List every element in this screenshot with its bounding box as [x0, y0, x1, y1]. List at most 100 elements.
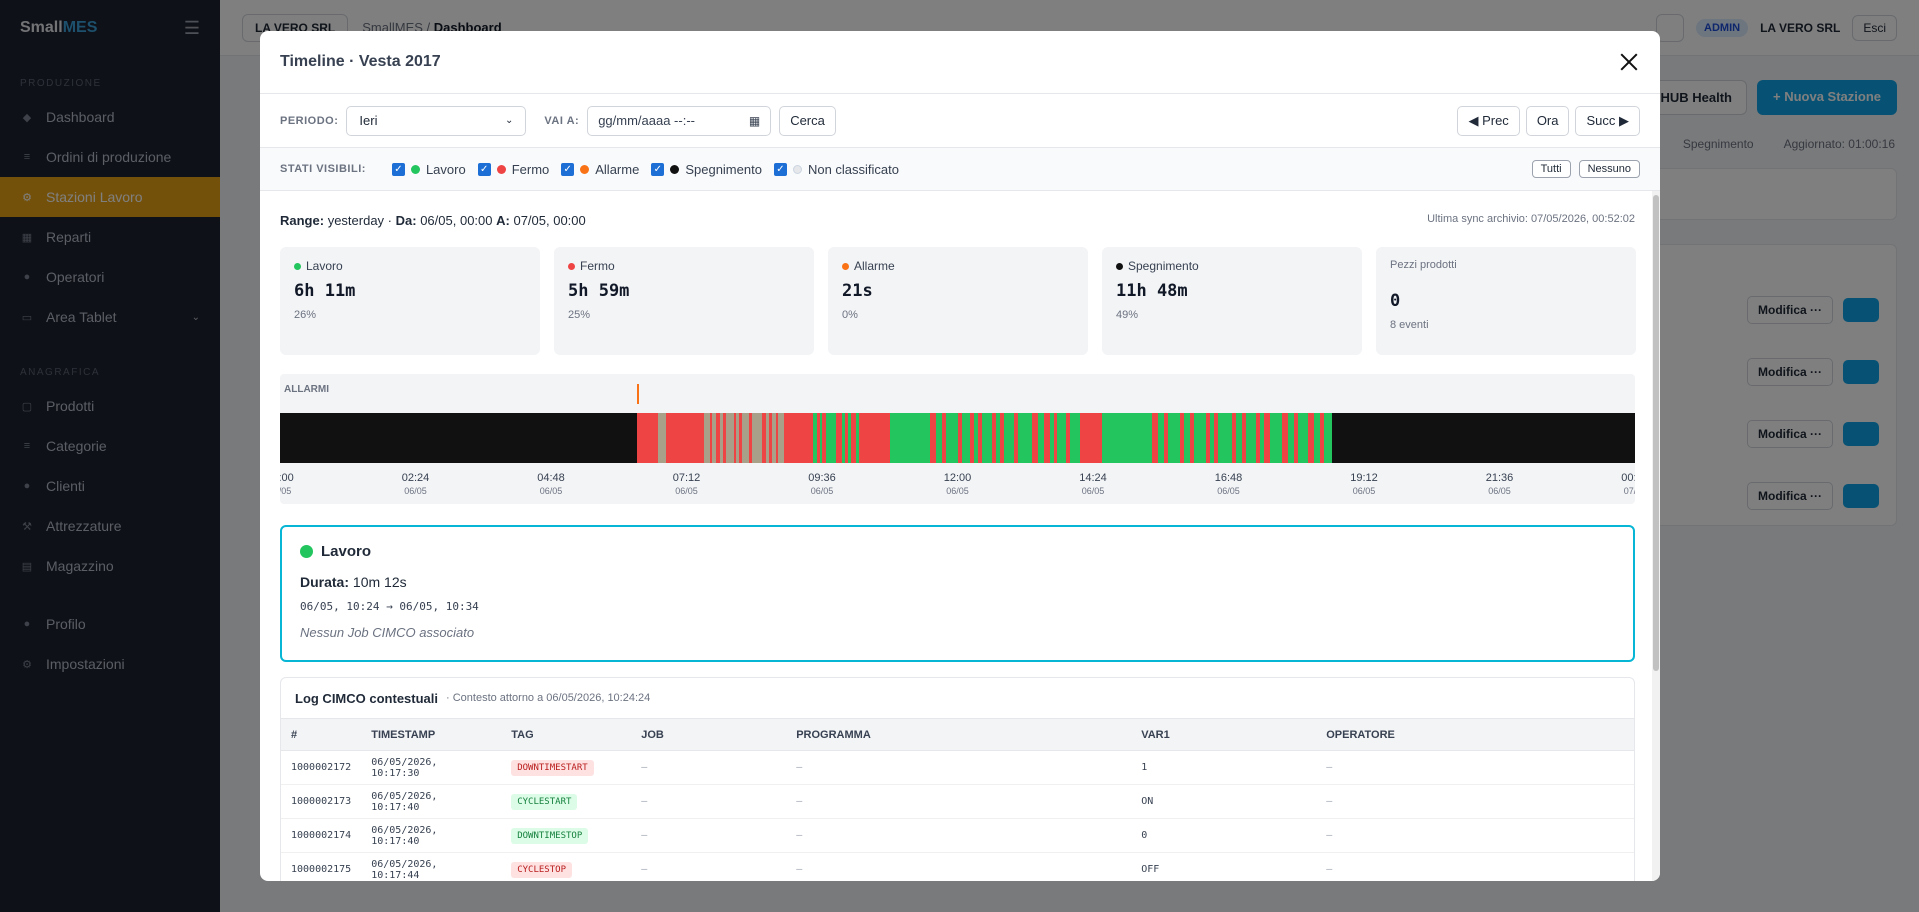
- state-filter-lavoro[interactable]: ✓ Lavoro: [391, 162, 466, 177]
- timeline-segment-unclassified[interactable]: [766, 413, 769, 463]
- next-button[interactable]: Succ ▶: [1575, 105, 1640, 136]
- stat-card-allarme: Allarme 21s 0%: [828, 247, 1088, 355]
- tick-label: 19:12: [1350, 472, 1378, 484]
- timeline-segment-unclassified[interactable]: [712, 413, 716, 463]
- log-tag: CYCLESTART: [501, 784, 632, 819]
- column-header: VAR1: [1131, 718, 1317, 751]
- timeline-svg[interactable]: 00:00 06/05 02:24 06/05 04:48 06/05 07:12 06/05…: [280, 374, 1635, 504]
- timeline-segment-work[interactable]: [974, 413, 978, 463]
- timeline-segment-unclassified[interactable]: [726, 413, 734, 463]
- timeline-segment-work[interactable]: [1314, 413, 1320, 463]
- timeline-chart[interactable]: ALLARMI 00:00 06/05 02:24 06/05 04:48 06/05 07…: [280, 374, 1635, 504]
- checkbox[interactable]: ✓: [391, 162, 405, 176]
- timeline-segment-work[interactable]: [890, 413, 930, 463]
- timeline-segment-work[interactable]: [1260, 413, 1264, 463]
- timeline-segment-work[interactable]: [1057, 413, 1066, 463]
- period-label: PERIODO:: [280, 114, 339, 127]
- timeline-segment-work[interactable]: [842, 413, 845, 463]
- timeline-segment-work[interactable]: [982, 413, 992, 463]
- timeline-segment-work[interactable]: [1050, 413, 1054, 463]
- tick-label: 14:24: [1079, 472, 1107, 484]
- timeline-segment-work[interactable]: [826, 413, 836, 463]
- modal-scrollbar[interactable]: [1652, 191, 1660, 881]
- timeline-segment-work[interactable]: [856, 413, 859, 463]
- timeline-segment-work[interactable]: [1004, 413, 1014, 463]
- checkbox[interactable]: ✓: [651, 162, 665, 176]
- timeline-segment-work[interactable]: [1184, 413, 1190, 463]
- checkbox[interactable]: ✓: [561, 162, 575, 176]
- timeline-segment-work[interactable]: [1324, 413, 1332, 463]
- close-icon[interactable]: [1618, 51, 1640, 73]
- table-row[interactable]: 1000002175 06/05/2026, 10:17:44 CYCLESTOP —…: [281, 852, 1634, 881]
- timeline-segment-work[interactable]: [1038, 413, 1044, 463]
- timeline-segment-work[interactable]: [1218, 413, 1232, 463]
- stat-sub: 8 eventi: [1390, 319, 1429, 331]
- timeline-segment-unclassified[interactable]: [658, 413, 666, 463]
- search-button[interactable]: Cerca: [779, 105, 836, 136]
- timeline-segment-work[interactable]: [1298, 413, 1308, 463]
- log-var1: ON: [1131, 784, 1317, 819]
- alarm-marker[interactable]: [637, 384, 639, 404]
- calendar-icon[interactable]: ▦: [748, 113, 761, 128]
- timeline-segment-work[interactable]: [820, 413, 822, 463]
- select-all-button[interactable]: Tutti: [1531, 160, 1571, 178]
- goto-datetime-input[interactable]: gg/mm/aaaa --:-- ▦: [587, 105, 772, 136]
- checkbox[interactable]: ✓: [477, 162, 491, 176]
- timeline-segment-work[interactable]: [813, 413, 817, 463]
- timeline-segment-work[interactable]: [1018, 413, 1032, 463]
- state-dot: [410, 164, 420, 174]
- stat-sub: 25%: [568, 309, 591, 321]
- timeline-segment-work[interactable]: [996, 413, 1000, 463]
- timeline-segment-unclassified[interactable]: [720, 413, 723, 463]
- timeline-segment-work[interactable]: [1236, 413, 1242, 463]
- timeline-segment-work[interactable]: [1194, 413, 1206, 463]
- stat-card-lavoro: Lavoro 6h 11m 26%: [280, 247, 540, 355]
- timeline-segment-work[interactable]: [848, 413, 851, 463]
- tick-date: 06/05: [675, 486, 698, 496]
- timeline-segment-work[interactable]: [1270, 413, 1282, 463]
- visible-states-bar: STATI VISIBILI: ✓ Lavoro ✓ Fermo ✓ Allarme ✓ Sp…: [260, 148, 1660, 191]
- cimco-log: Log CIMCO contestuali · Contesto attorno…: [280, 677, 1635, 881]
- timeline-segment-unclassified[interactable]: [742, 413, 749, 463]
- state-dot: [294, 262, 301, 270]
- timeline-segment-unclassified[interactable]: [778, 413, 784, 463]
- table-row[interactable]: 1000002172 06/05/2026, 10:17:30 DOWNTIMEST…: [281, 750, 1634, 785]
- state-filter-non-classificato[interactable]: ✓ Non classificato: [773, 162, 899, 177]
- timeline-segment-work[interactable]: [1168, 413, 1180, 463]
- timeline-segment-work[interactable]: [936, 413, 942, 463]
- timeline-segment-work[interactable]: [962, 413, 970, 463]
- prev-button[interactable]: ◀ Prec: [1457, 105, 1520, 136]
- state-filter-allarme[interactable]: ✓ Allarme: [561, 162, 639, 177]
- timeline-segment-unclassified[interactable]: [752, 413, 762, 463]
- timeline-segment-work[interactable]: [1070, 413, 1080, 463]
- log-timestamp: 06/05/2026, 10:17:40: [361, 784, 502, 819]
- log-operator: —: [1316, 750, 1634, 785]
- timeline-segment-work[interactable]: [1158, 413, 1164, 463]
- timeline-segment-work[interactable]: [1246, 413, 1256, 463]
- timeline-segment-work[interactable]: [1288, 413, 1294, 463]
- timeline-segment-work[interactable]: [946, 413, 958, 463]
- select-none-button[interactable]: Nessuno: [1578, 160, 1640, 178]
- log-var1: OFF: [1131, 852, 1317, 881]
- timeline-segment-work[interactable]: [1102, 413, 1152, 463]
- log-id: 1000002174: [281, 818, 362, 853]
- now-button[interactable]: Ora: [1525, 105, 1570, 136]
- period-select[interactable]: Ieri ⌄: [346, 105, 527, 136]
- scrollbar-thumb[interactable]: [1653, 195, 1659, 671]
- timeline-segment-unclassified[interactable]: [772, 413, 776, 463]
- stat-label: Pezzi prodotti: [1390, 259, 1457, 271]
- detail-note: Nessun Job CIMCO associato: [300, 625, 475, 640]
- timeline-segment-unclassified[interactable]: [736, 413, 739, 463]
- state-filter-fermo[interactable]: ✓ Fermo: [477, 162, 549, 177]
- state-filter-spegnimento[interactable]: ✓ Spegnimento: [651, 162, 762, 177]
- tick-label: 02:24: [402, 472, 430, 484]
- table-row[interactable]: 1000002174 06/05/2026, 10:17:40 DOWNTIMEST…: [281, 818, 1634, 853]
- range-row: Range: yesterday · Da: 06/05, 00:00 A: 0…: [280, 213, 1635, 228]
- detail-state: Lavoro: [321, 543, 372, 560]
- checkbox[interactable]: ✓: [773, 162, 787, 176]
- timeline-segment-work[interactable]: [1210, 413, 1214, 463]
- stat-value: 0: [1390, 291, 1401, 311]
- table-row[interactable]: 1000002173 06/05/2026, 10:17:40 CYCLESTART…: [281, 784, 1634, 819]
- timeline-segment-unclassified[interactable]: [704, 413, 710, 463]
- stat-card-spegnimento: Spegnimento 11h 48m 49%: [1102, 247, 1362, 355]
